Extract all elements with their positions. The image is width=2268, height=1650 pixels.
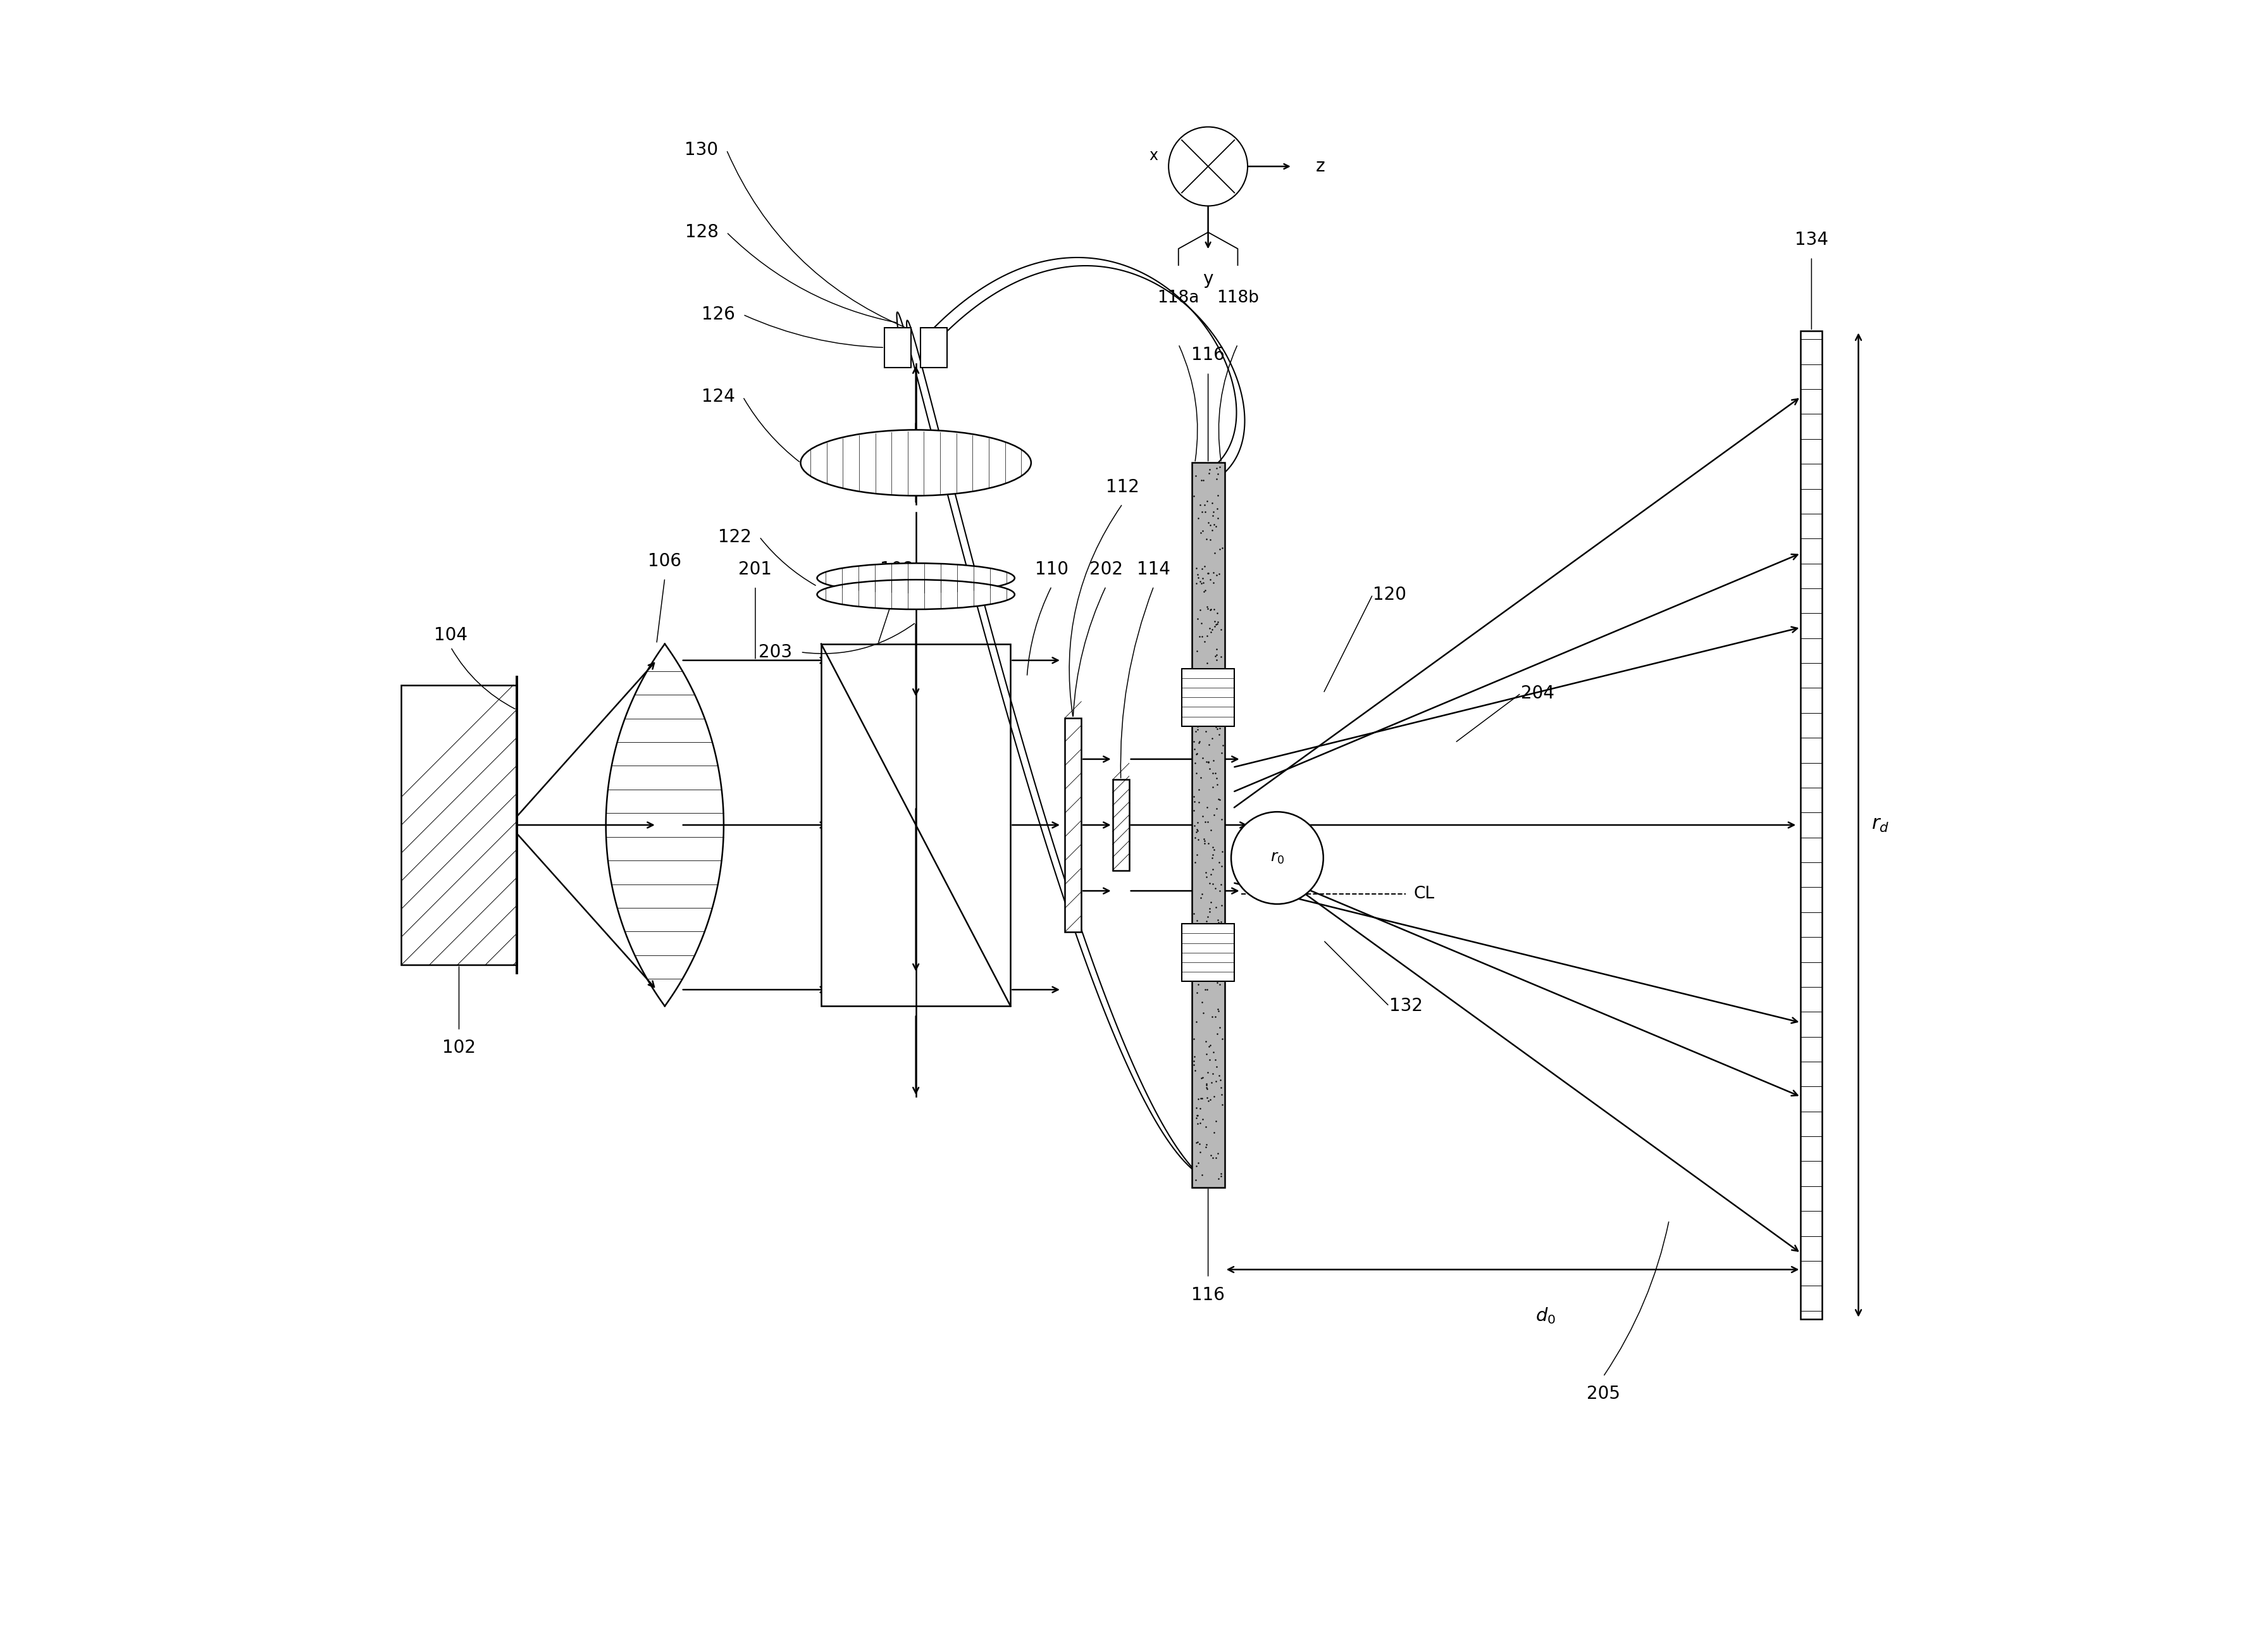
Bar (1066, 718, 1082, 932)
Text: $r_0$: $r_0$ (1270, 850, 1284, 866)
Text: 114: 114 (1136, 561, 1170, 577)
Text: 118: 118 (1191, 190, 1225, 208)
Text: 132: 132 (1390, 997, 1422, 1015)
Bar (1182, 668, 1234, 726)
Bar (1801, 332, 1821, 1318)
Text: 205: 205 (1585, 1384, 1619, 1402)
Text: 116: 116 (1191, 1285, 1225, 1304)
Text: $r_d$: $r_d$ (1871, 815, 1889, 835)
Text: 124: 124 (701, 388, 735, 406)
Text: 108: 108 (880, 561, 914, 577)
Text: 116: 116 (1191, 346, 1225, 365)
Text: 122: 122 (717, 528, 751, 546)
Text: y: y (1202, 271, 1213, 289)
Text: 204: 204 (1522, 685, 1554, 703)
Text: 118b: 118b (1216, 290, 1259, 307)
Text: 203: 203 (760, 644, 792, 662)
Text: 102: 102 (442, 1040, 476, 1056)
Bar (885, 328, 912, 368)
Text: 118a: 118a (1157, 290, 1200, 307)
Text: 130: 130 (685, 142, 719, 158)
Bar (401, 685, 517, 965)
Bar (1182, 924, 1234, 982)
Text: 112: 112 (1107, 478, 1139, 495)
Bar (821, 644, 1012, 1006)
Text: $d_0$: $d_0$ (1535, 1305, 1556, 1325)
Text: x: x (1150, 148, 1159, 163)
Bar (921, 328, 948, 368)
Circle shape (1168, 127, 1247, 206)
Text: 201: 201 (739, 561, 771, 577)
Text: 104: 104 (433, 625, 467, 644)
Text: z: z (1315, 157, 1325, 175)
Bar (1114, 780, 1129, 870)
Text: 128: 128 (685, 223, 719, 241)
Text: 120: 120 (1372, 586, 1406, 604)
Ellipse shape (816, 563, 1014, 592)
Text: 202: 202 (1089, 561, 1123, 577)
Bar (1191, 462, 1225, 1188)
Text: 110: 110 (1034, 561, 1068, 577)
Circle shape (1232, 812, 1322, 904)
Text: 126: 126 (701, 305, 735, 323)
Text: CL: CL (1413, 886, 1436, 903)
Text: 134: 134 (1794, 231, 1828, 249)
Ellipse shape (801, 431, 1032, 495)
Text: 106: 106 (649, 553, 683, 569)
Ellipse shape (816, 579, 1014, 609)
